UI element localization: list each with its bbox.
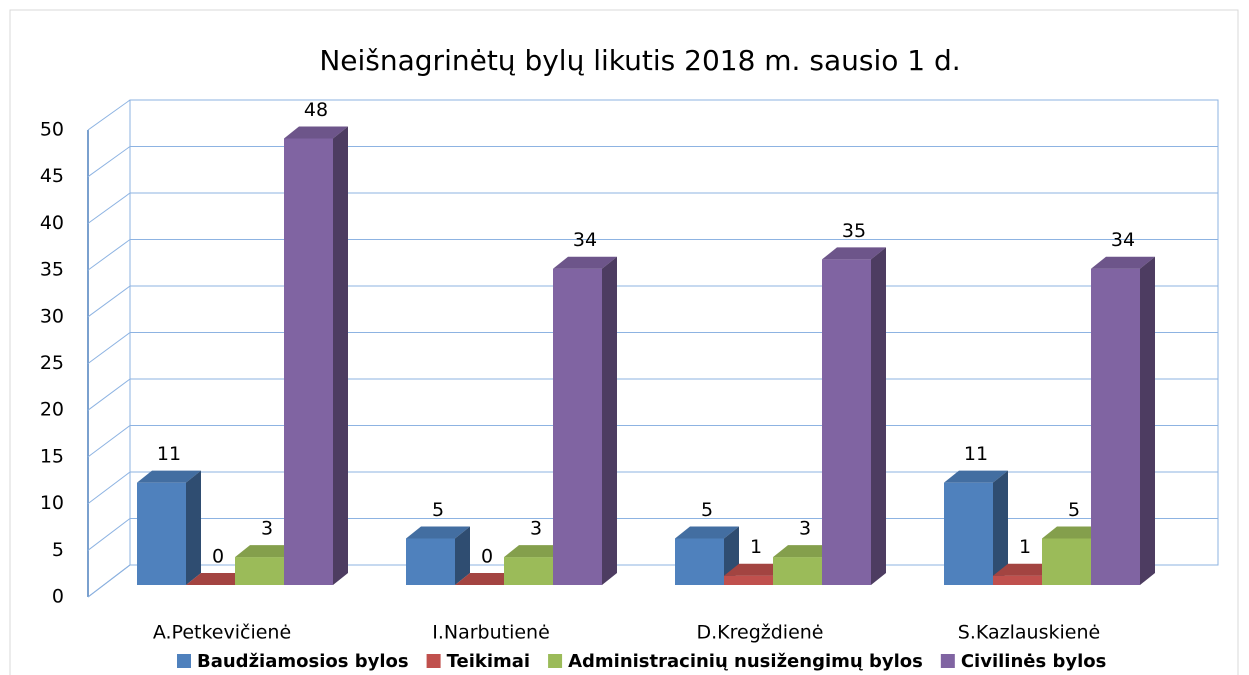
legend-label: Civilinės bylos <box>961 651 1107 672</box>
chart-title: Neišnagrinėtų bylų likutis 2018 m. sausi… <box>319 44 960 77</box>
bar <box>944 482 993 585</box>
legend-swatch <box>548 654 563 668</box>
y-tick-label: 35 <box>40 259 64 281</box>
bar <box>675 538 724 585</box>
bar <box>724 575 773 585</box>
data-label: 48 <box>304 99 328 121</box>
data-label: 11 <box>157 443 181 465</box>
data-label: 3 <box>799 518 811 540</box>
data-label: 0 <box>212 546 224 568</box>
data-label: 0 <box>481 546 493 568</box>
bar <box>504 557 553 585</box>
grid-line-side <box>87 518 131 551</box>
bar-side <box>1140 256 1155 585</box>
y-tick-label: 10 <box>40 492 64 514</box>
data-label: 11 <box>964 443 988 465</box>
legend-label: Administracinių nusižengimų bylos <box>568 651 923 672</box>
bar-top <box>284 126 348 139</box>
legend-swatch <box>426 654 441 668</box>
bar-side <box>333 126 348 586</box>
bar <box>1042 538 1091 585</box>
bar-top <box>406 526 470 539</box>
grid-line-side <box>87 332 131 364</box>
data-label: 5 <box>432 499 444 521</box>
y-tick-label: 0 <box>52 586 64 608</box>
bar <box>993 575 1042 585</box>
x-tick-label: S.Kazlauskienė <box>958 622 1100 644</box>
bar <box>773 557 822 585</box>
bar-top <box>724 563 788 576</box>
grid-line-side <box>87 425 131 458</box>
bar-side <box>602 256 617 585</box>
bar-top <box>944 470 1008 483</box>
bar-top <box>186 573 250 585</box>
bar <box>553 268 602 585</box>
bar-top <box>822 247 886 260</box>
data-label: 34 <box>1111 229 1135 251</box>
y-tick-label: 40 <box>40 212 64 234</box>
legend-label: Baudžiamosios bylos <box>197 651 409 672</box>
bar <box>822 259 871 585</box>
bar-top <box>1042 526 1106 539</box>
bar-top <box>675 526 739 539</box>
bar-side <box>993 470 1008 585</box>
bar-side <box>186 470 201 585</box>
bar-top <box>455 573 519 585</box>
grid-line-side <box>87 146 131 178</box>
y-tick-label: 5 <box>52 539 64 561</box>
y-tick-label: 45 <box>40 165 64 187</box>
data-label: 5 <box>1068 499 1080 521</box>
bar <box>1091 268 1140 585</box>
bar-top <box>137 470 201 483</box>
grid-line-side <box>87 192 131 224</box>
bar <box>235 557 284 585</box>
legend-label: Teikimai <box>447 651 530 672</box>
data-label: 3 <box>261 518 273 540</box>
y-tick-label: 50 <box>40 119 64 141</box>
bar-side <box>455 526 470 585</box>
bar-top <box>773 545 837 558</box>
grid-line-side <box>87 471 131 504</box>
data-label: 1 <box>1019 536 1031 558</box>
bar <box>406 538 455 585</box>
bar-top <box>1091 256 1155 269</box>
x-tick-label: I.Narbutienė <box>432 622 550 644</box>
bar-top <box>553 256 617 269</box>
grid-line-side <box>87 239 131 271</box>
y-tick-label: 20 <box>40 399 64 421</box>
y-tick-label: 30 <box>40 305 64 327</box>
grid-line-side <box>87 99 131 131</box>
bar <box>284 138 333 586</box>
legend-swatch <box>177 654 191 668</box>
data-label: 5 <box>701 499 713 521</box>
bar-side <box>871 247 886 585</box>
grid-line-side <box>87 564 131 598</box>
bar-top <box>504 545 568 558</box>
chart-border <box>9 9 1239 675</box>
bar <box>137 482 186 585</box>
data-label: 35 <box>842 220 866 242</box>
bar-top <box>993 563 1057 576</box>
data-label: 3 <box>530 518 542 540</box>
grid-line-side <box>87 285 131 318</box>
bar-top <box>235 545 299 558</box>
x-tick-label: A.Petkevičienė <box>153 622 291 644</box>
legend-swatch <box>940 654 955 668</box>
data-label: 1 <box>750 536 762 558</box>
data-label: 34 <box>573 229 597 251</box>
y-tick-label: 15 <box>40 445 64 467</box>
grid-line-side <box>87 378 131 411</box>
y-tick-label: 25 <box>40 352 64 374</box>
x-tick-label: D.Kregždienė <box>696 622 823 644</box>
